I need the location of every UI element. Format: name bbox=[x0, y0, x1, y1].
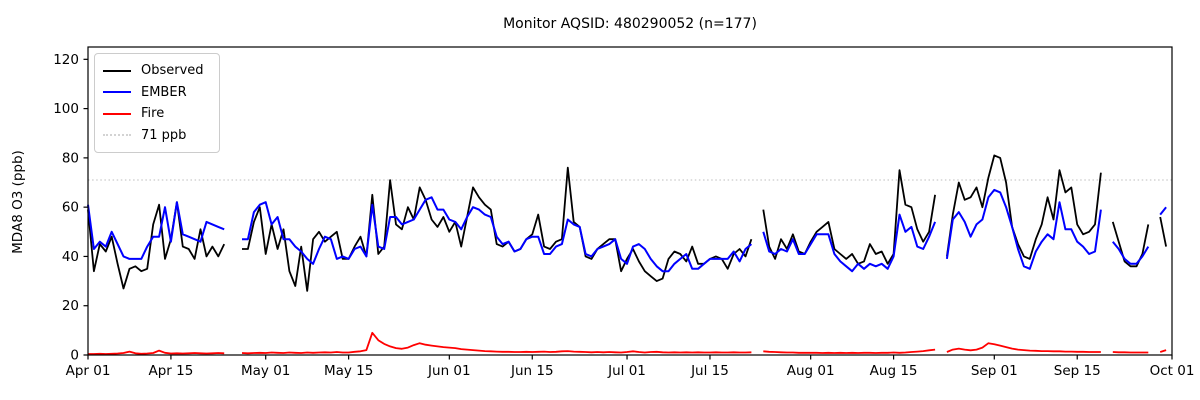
y-tick-label: 20 bbox=[62, 298, 79, 314]
legend-item: Observed bbox=[103, 60, 209, 82]
x-tick-label: Apr 01 bbox=[66, 363, 111, 379]
x-tick-label: Jul 15 bbox=[690, 363, 729, 379]
legend-line-swatch bbox=[103, 91, 131, 94]
x-tick-label: Jul 01 bbox=[607, 363, 646, 379]
legend-label: EMBER bbox=[141, 84, 187, 100]
legend-label: Observed bbox=[141, 63, 204, 79]
legend-item: EMBER bbox=[103, 82, 209, 104]
y-tick-label: 80 bbox=[62, 150, 79, 166]
x-tick-label: Oct 01 bbox=[1150, 363, 1195, 379]
y-tick-label: 60 bbox=[62, 200, 79, 216]
y-tick-label: 40 bbox=[62, 249, 79, 265]
legend-item: 71 ppb bbox=[103, 125, 209, 147]
legend-line-swatch bbox=[103, 112, 131, 115]
legend-box: Observed EMBER Fire 71 ppb bbox=[94, 53, 220, 153]
y-tick-label: 0 bbox=[70, 348, 79, 364]
x-tick-label: Apr 15 bbox=[149, 363, 194, 379]
axes-frame bbox=[87, 46, 1173, 356]
x-tick-label: Sep 01 bbox=[971, 363, 1018, 379]
chart-title: Monitor AQSID: 480290052 (n=177) bbox=[503, 16, 757, 32]
series-line-ember bbox=[87, 188, 1167, 273]
x-tick-label: May 15 bbox=[324, 363, 373, 379]
x-tick-label: May 01 bbox=[241, 363, 290, 379]
y-tick-label: 100 bbox=[53, 101, 79, 117]
series-line-fire bbox=[88, 331, 1167, 355]
y-tick-label: 120 bbox=[53, 52, 79, 68]
series-line-observed bbox=[87, 154, 1167, 292]
legend-label: 71 ppb bbox=[141, 127, 187, 143]
x-tick-label: Aug 15 bbox=[870, 363, 918, 379]
legend-line-swatch bbox=[103, 134, 131, 137]
legend-line-swatch bbox=[103, 69, 131, 72]
x-tick-label: Jun 01 bbox=[427, 363, 471, 379]
legend-item: Fire bbox=[103, 103, 209, 125]
x-tick-label: Jun 15 bbox=[510, 363, 554, 379]
x-tick-label: Sep 15 bbox=[1054, 363, 1101, 379]
x-tick-label: Aug 01 bbox=[787, 363, 835, 379]
legend-label: Fire bbox=[141, 106, 165, 122]
